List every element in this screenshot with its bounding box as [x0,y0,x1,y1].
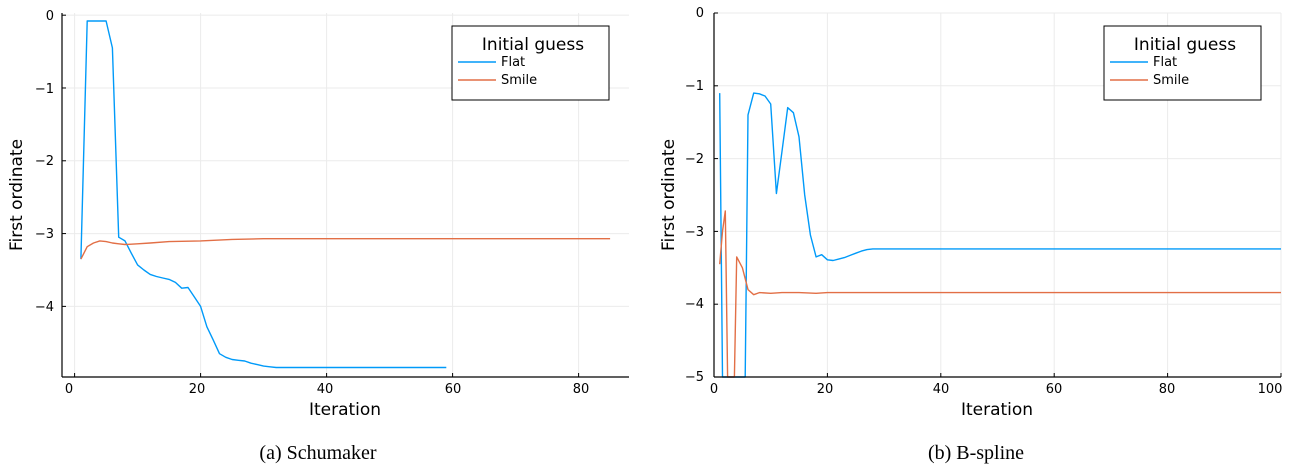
x-tick-label: 20 [817,382,834,397]
legend-title: Initial guess [482,35,584,55]
caption-b: (b) B-spline [928,442,1024,464]
legend-box [451,25,610,101]
legend-label-smile: Smile [1153,73,1189,88]
x-tick-label: 100 [1258,382,1283,397]
series-line-flat [719,92,1281,378]
y-tick-label: −2 [685,152,704,167]
x-tick-label: 40 [317,382,334,397]
series-line-flat [80,20,447,369]
y-ticks-b [714,12,718,378]
series-lines-a [80,20,611,369]
y-tick-label: 0 [46,9,54,24]
x-tick-label: 20 [189,382,206,397]
x-ticks-a [74,373,580,377]
y-tick-label: −3 [685,225,704,240]
x-tick-label: 0 [710,382,718,397]
series-line-smile [80,237,611,260]
y-tick-label: −1 [35,82,54,97]
y-tick-label: −4 [685,297,704,312]
x-tick-label: 60 [445,382,462,397]
x-tick-label: 80 [1159,382,1176,397]
legend-label-smile: Smile [501,73,537,88]
chart-a: 0 20 40 60 80 0 −1 −2 −3 −4 Iteration Fi… [7,9,629,464]
x-tick-label: 40 [933,382,950,397]
chart-b: 0 20 40 60 80 100 0 −1 −2 −3 −4 −5 Itera… [659,6,1282,464]
y-ticks-a [62,14,66,307]
x-tick-label: 0 [65,382,73,397]
x-tick-label: 60 [1046,382,1063,397]
y-tick-label: −3 [35,227,54,242]
y-tick-label: −4 [35,300,54,315]
legend-a: Initial guess Flat Smile [451,25,610,101]
legend-box [1103,25,1262,101]
x-axis-label: Iteration [309,400,381,420]
legend-label-flat: Flat [501,55,525,70]
y-tick-label: −5 [685,370,704,385]
x-tick-label: 80 [573,382,590,397]
caption-a: (a) Schumaker [259,442,377,464]
y-tick-label: −1 [685,79,704,94]
y-tick-label: −2 [35,154,54,169]
legend-b: Initial guess Flat Smile [1103,25,1262,101]
y-axis-label: First ordinate [7,139,27,251]
y-tick-label: 0 [696,6,704,21]
legend-label-flat: Flat [1153,55,1177,70]
y-axis-label: First ordinate [659,139,679,251]
x-ticks-b [713,373,1282,377]
x-axis-label: Iteration [961,400,1033,420]
legend-title: Initial guess [1134,35,1236,55]
